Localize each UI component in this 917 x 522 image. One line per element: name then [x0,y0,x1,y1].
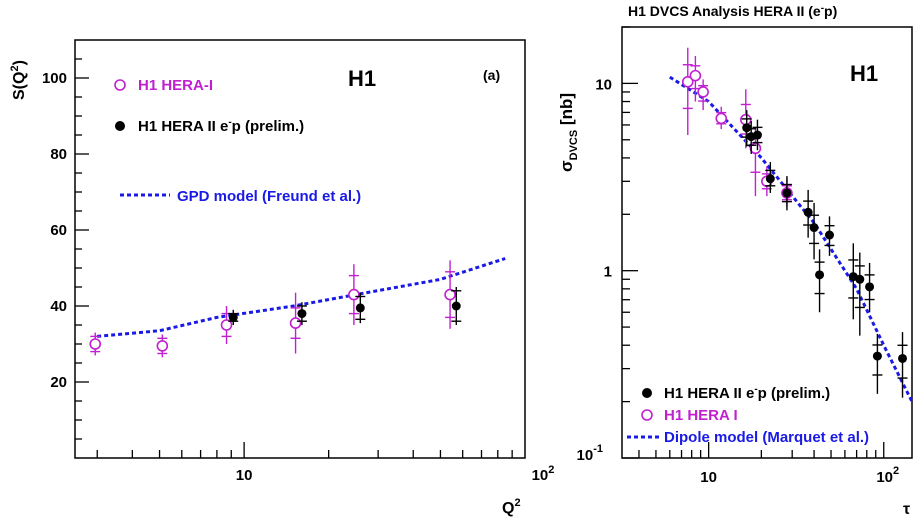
left-panel: 20 40 60 80 100 10 102 S(Q2) Q2 H1 (a) H1 HER… [9,39,555,517]
marker [809,223,819,233]
left-x-axis-label: Q2 [502,497,521,517]
left-hera1-point [156,334,169,358]
marker [865,282,875,292]
left-x-tick-label: 10 [236,467,253,484]
right-y-axis-label: σDVCS [nb] [557,93,580,172]
right-x-tick-label: 10 [700,469,717,486]
marker [444,288,456,301]
marker [824,230,834,240]
marker [697,86,709,98]
legend-r-hera2-label: H1 HERA II e-p (prelim.) [664,384,830,402]
left-y-tick-label: 80 [50,146,67,163]
marker [872,351,882,361]
right-x-axis-label: τ [903,501,910,518]
marker [742,123,752,133]
marker [855,274,865,284]
left-y-tick-label: 40 [50,298,67,315]
legend-hera2-marker [115,121,125,131]
right-y-tick-label: 10-1 [577,443,603,464]
left-y-tick-label: 60 [50,222,67,239]
left-hera2-point [451,287,462,325]
marker [752,130,762,140]
marker [289,317,302,329]
legend-r-hera1-label: H1 HERA I [664,407,738,424]
marker [898,353,908,363]
right-hera1-point [697,79,709,111]
right-y-tick-label: 10 [595,76,612,93]
right-hera2-point [781,176,792,211]
right-hera2-point [752,119,763,151]
legend-hera2-label: H1 HERA II e-p (prelim.) [138,117,304,135]
marker [782,188,792,198]
right-hera2-point [809,202,820,260]
left-hera1-point [348,264,360,325]
left-panel-label: (a) [483,67,500,83]
legend-gpd-label: GPD model (Freund et al.) [177,188,361,205]
marker [815,270,825,280]
right-hera2-point [814,249,825,313]
right-data-points [681,47,908,398]
left-plot-frame [74,39,526,459]
marker [765,174,775,184]
left-hera1-point [89,332,102,356]
marker [689,69,702,82]
right-plot-frame [621,26,913,459]
marker [220,319,233,331]
marker [297,309,307,319]
right-hera2-point [872,333,883,394]
left-x-ticks: 10 102 [96,442,555,484]
right-x-ticks: 10 102 [638,442,899,486]
marker [715,112,728,125]
left-hera2-point [296,302,307,325]
right-hera2-point [864,262,875,313]
left-hera1-point [444,260,456,329]
marker [348,288,360,301]
right-hera1-point [681,47,694,136]
marker [156,340,169,352]
legend-r-hera1-marker [641,409,653,421]
left-hera1-point [220,306,233,344]
left-hera2-point [355,292,366,324]
legend-r-dipole-label: Dipole model (Marquet et al.) [664,429,869,446]
left-x-tick-label: 102 [532,464,555,484]
left-data-points [89,260,462,358]
right-hera2-point [854,252,865,336]
left-model-curve [97,257,506,338]
legend-hera1-label: H1 HERA-I [138,77,213,94]
right-h1-label: H1 [850,61,878,86]
right-hera2-point [824,216,835,256]
left-y-tick-label: 20 [50,374,67,391]
right-y-ticks: 10-1 1 10 [577,26,638,464]
right-hera1-point [689,56,702,102]
legend-hera1-marker [114,79,126,91]
marker [681,75,694,88]
right-hera2-point [765,162,776,193]
marker [740,113,752,126]
right-hera1-point [715,106,728,130]
marker [451,301,461,311]
marker [355,303,365,313]
right-chart-title: H1 DVCS Analysis HERA II (e-p) [628,3,837,19]
left-y-ticks: 20 40 60 80 100 [42,58,89,440]
left-gpd-model-line [97,257,506,338]
right-legend: H1 HERA II e-p (prelim.) H1 HERA I Dipol… [627,384,869,446]
left-y-axis-label: S(Q2) [9,60,28,100]
marker [89,338,102,350]
left-legend: H1 HERA-I H1 HERA II e-p (prelim.) GPD m… [114,77,361,205]
left-y-tick-label: 100 [42,70,67,87]
left-hera2-point [228,309,239,325]
marker [228,312,238,322]
right-hera2-point [897,332,908,398]
left-h1-label: H1 [348,66,376,91]
right-y-tick-label: 1 [604,264,612,281]
right-panel: H1 DVCS Analysis HERA II (e-p) 10-1 1 10 1… [557,3,914,518]
left-hera1-point [289,292,302,354]
legend-r-hera2-marker [642,388,652,398]
right-hera2-point [803,189,814,238]
right-x-tick-label: 102 [876,465,899,486]
